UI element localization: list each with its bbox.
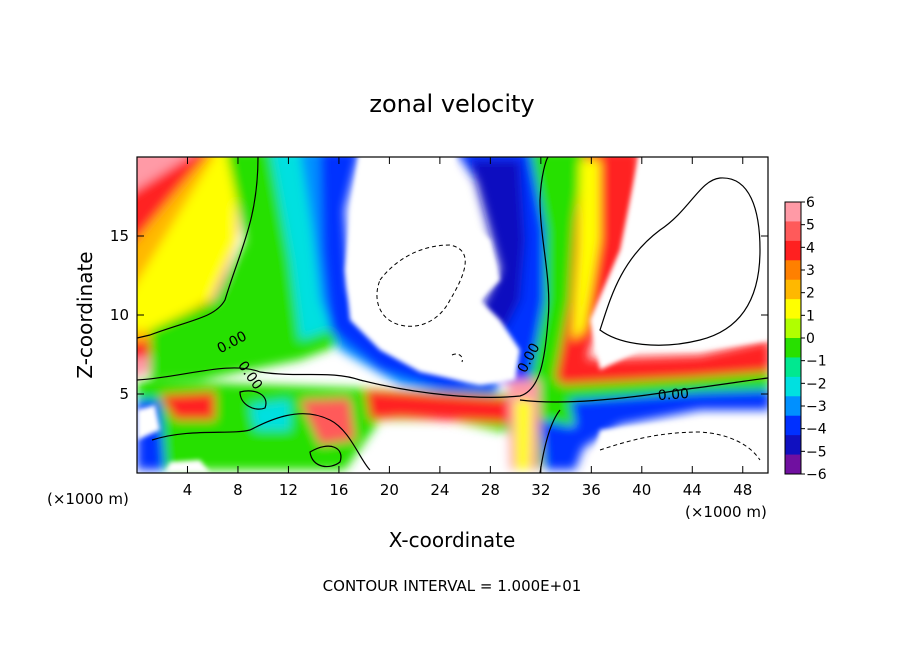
- x-tick-label: 16: [329, 481, 348, 499]
- contour-label-text: 0.00: [657, 386, 689, 404]
- colorbar-tick-label: −3: [806, 399, 827, 415]
- x-units-left: (×1000 m): [47, 490, 129, 508]
- colorbar-tick-label: 5: [806, 218, 815, 234]
- contour-interval-note: CONTOUR INTERVAL = 1.000E+01: [323, 577, 582, 595]
- colorbar: 6 5 4 3 2 1 0 −1 −2 −3 −4 −5 −6: [784, 195, 827, 483]
- colorbar-tick-label: 1: [806, 308, 815, 324]
- colorbar-tick-label: −6: [806, 467, 827, 483]
- colorbar-swatch: [785, 299, 801, 320]
- colorbar-tick-label: 2: [806, 286, 815, 302]
- colorbar-swatch: [785, 435, 801, 456]
- x-tick-label: 44: [683, 481, 702, 499]
- x-axis-title: X-coordinate: [389, 528, 516, 552]
- y-axis-title: Z-coordinate: [73, 251, 97, 378]
- colorbar-tick-label: −5: [806, 444, 827, 460]
- colorbar-swatch: [785, 396, 801, 417]
- colorbar-tick-label: −2: [806, 376, 827, 392]
- colorbar-swatch: [785, 338, 801, 358]
- x-tick-label: 48: [733, 481, 752, 499]
- plot-area: 0.000.00 0.000.00 4 8 12 16 20 24 28 32 36 40 44 485…: [110, 156, 769, 499]
- colorbar-swatch: [785, 240, 801, 261]
- colorbar-swatch: [785, 376, 801, 397]
- x-tick-label: 20: [380, 481, 399, 499]
- x-tick-label: 32: [531, 481, 550, 499]
- x-tick-label: 4: [183, 481, 193, 499]
- colorbar-tick-label: −4: [806, 422, 827, 438]
- x-tick-label: 12: [279, 481, 298, 499]
- x-tick-label: 40: [632, 481, 651, 499]
- colorbar-swatch: [785, 454, 801, 475]
- chart-title: zonal velocity: [369, 90, 534, 118]
- y-tick-label: 10: [110, 306, 129, 324]
- colorbar-swatch: [785, 415, 801, 436]
- colorbar-swatch: [785, 221, 801, 242]
- colorbar-tick-label: 6: [806, 195, 815, 211]
- x-tick-label: 24: [430, 481, 449, 499]
- colorbar-swatch: [785, 318, 801, 339]
- x-tick-label: 36: [582, 481, 601, 499]
- x-units-right: (×1000 m): [685, 503, 767, 521]
- y-tick-label: 5: [119, 385, 129, 403]
- y-tick-label: 15: [110, 227, 129, 245]
- colorbar-swatch: [785, 202, 801, 222]
- colorbar-tick-label: 3: [806, 263, 815, 279]
- x-tick-label: 28: [481, 481, 500, 499]
- colorbar-tick-label: 0: [806, 331, 815, 347]
- contour-label: 0.00: [657, 386, 689, 404]
- colorbar-swatch: [785, 279, 801, 300]
- velocity-field: [137, 157, 768, 473]
- colorbar-swatch: [785, 260, 801, 281]
- x-tick-label: 8: [233, 481, 243, 499]
- colorbar-tick-label: −1: [806, 354, 827, 370]
- colorbar-tick-label: 4: [806, 240, 815, 256]
- colorbar-swatch: [785, 357, 801, 378]
